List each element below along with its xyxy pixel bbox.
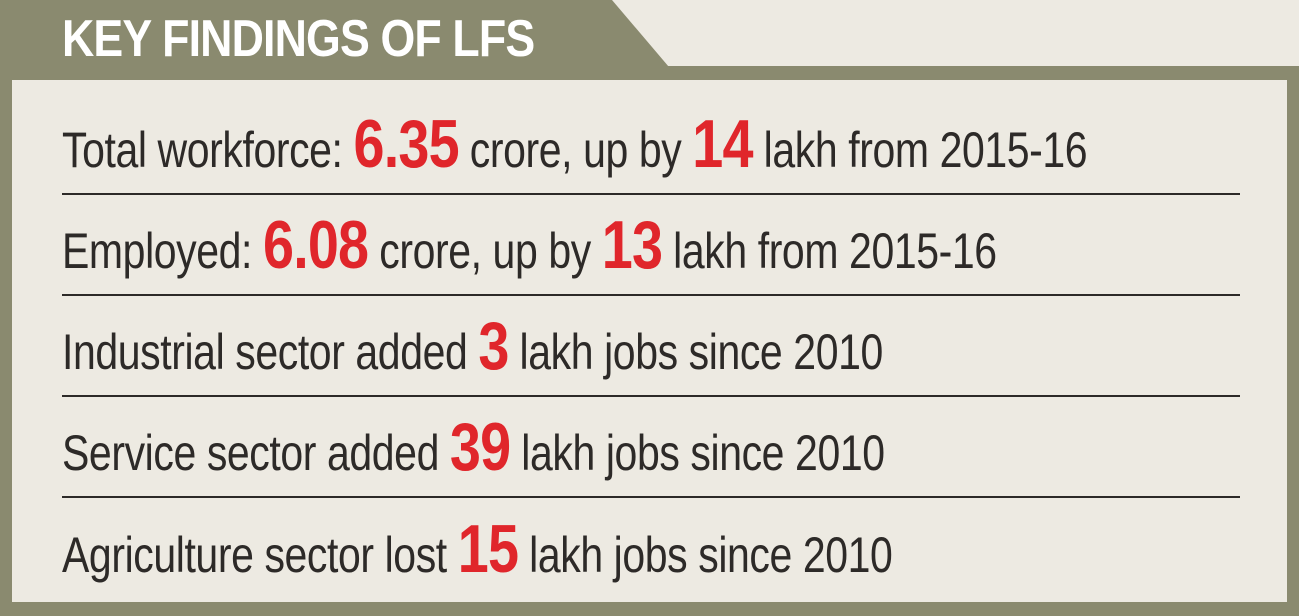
finding-text: Total workforce: xyxy=(62,121,354,178)
finding-number: 15 xyxy=(457,510,519,587)
finding-text: lakh jobs since 2010 xyxy=(508,323,884,380)
page-title: KEY FINDINGS OF LFS xyxy=(62,10,535,68)
finding-text: lakh from 2015-16 xyxy=(752,121,1088,178)
finding-row-industrial: Industrial sector added 3 lakh jobs sinc… xyxy=(62,296,1240,397)
finding-text: Agriculture sector lost xyxy=(62,526,458,583)
finding-number: 39 xyxy=(449,408,511,485)
finding-text: lakh jobs since 2010 xyxy=(518,526,893,583)
bottom-bar xyxy=(0,602,1299,616)
finding-number: 3 xyxy=(478,307,509,384)
finding-text: Employed: xyxy=(62,222,264,279)
header-tab xyxy=(0,0,680,80)
finding-text: lakh from 2015-16 xyxy=(662,222,997,279)
finding-number: 13 xyxy=(601,206,663,283)
finding-row-employed: Employed: 6.08 crore, up by 13 lakh from… xyxy=(62,195,1240,296)
finding-text: crore, up by xyxy=(458,121,693,178)
finding-text: lakh jobs since 2010 xyxy=(510,424,885,481)
finding-text: crore, up by xyxy=(368,222,602,279)
finding-number: 14 xyxy=(692,105,753,182)
finding-row-agriculture: Agriculture sector lost 15 lakh jobs sin… xyxy=(62,498,1240,599)
finding-number: 6.35 xyxy=(353,105,460,182)
finding-text: Industrial sector added xyxy=(62,323,479,380)
finding-number: 6.08 xyxy=(263,206,369,283)
finding-row-service: Service sector added 39 lakh jobs since … xyxy=(62,397,1240,498)
finding-text: Service sector added xyxy=(62,424,450,481)
findings-list: Total workforce: 6.35 crore, up by 14 la… xyxy=(62,94,1240,599)
finding-row-total-workforce: Total workforce: 6.35 crore, up by 14 la… xyxy=(62,94,1240,195)
